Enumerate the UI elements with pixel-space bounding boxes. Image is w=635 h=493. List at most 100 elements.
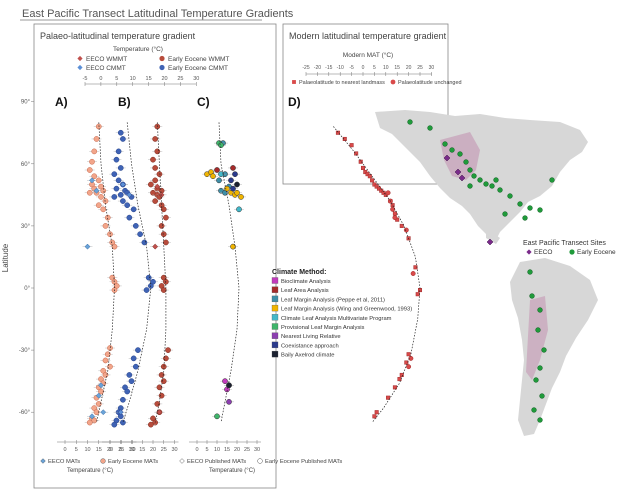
site-early-eocene — [407, 119, 413, 125]
data-point — [117, 409, 124, 416]
gradient-fit-line — [218, 122, 240, 423]
modern-scale-tick-label: -5 — [349, 65, 354, 71]
data-point — [120, 198, 126, 204]
latitude-tick-label: 30° — [21, 224, 31, 230]
data-point — [115, 148, 122, 155]
bottom-legend-marker — [179, 458, 185, 464]
top-scale-tick-label: 10 — [130, 76, 136, 82]
data-point — [100, 409, 107, 416]
x-axis-tick-label: 30 — [129, 447, 135, 453]
climate-method-swatch — [271, 341, 279, 349]
data-point — [93, 136, 100, 142]
data-point — [160, 378, 167, 384]
data-point — [95, 202, 102, 209]
x-axis-tick-label: 10 — [84, 447, 90, 453]
x-axis-tick-label: 5 — [205, 447, 208, 453]
data-point — [160, 206, 167, 213]
left-legend-label: Early Eocene CMMT — [168, 65, 228, 72]
panel-label: A) — [55, 95, 68, 109]
map-americas — [375, 110, 598, 436]
x-axis-tick-label: 5 — [119, 447, 122, 453]
left-legend-marker — [77, 55, 83, 62]
modern-data-point — [354, 151, 359, 156]
data-point — [158, 392, 165, 399]
data-point — [117, 165, 124, 171]
climate-method-swatch — [271, 350, 279, 358]
modern-scale-tick-label: 5 — [373, 65, 376, 71]
left-legend-marker — [159, 55, 165, 62]
site-early-eocene — [497, 187, 503, 193]
modern-data-point — [403, 227, 409, 233]
modern-data-point — [404, 360, 409, 365]
data-point — [158, 372, 165, 378]
site-early-eocene — [531, 407, 537, 413]
data-point — [238, 194, 244, 200]
panel-label: B) — [118, 95, 131, 109]
south-america-highlands — [526, 296, 548, 380]
modern-data-point — [365, 172, 370, 177]
data-point — [158, 191, 165, 198]
data-point — [160, 287, 167, 293]
modern-data-point — [399, 372, 404, 377]
climate-method-swatch — [271, 314, 279, 321]
bottom-legend-label: EECO Published MATs — [187, 459, 246, 465]
site-early-eocene — [537, 207, 543, 213]
climate-method-swatch — [271, 332, 279, 339]
modern-data-point — [385, 190, 391, 196]
x-axis-tick-label: 5 — [75, 447, 78, 453]
site-early-eocene — [467, 183, 473, 189]
site-early-eocene — [449, 147, 455, 153]
data-point — [222, 378, 228, 384]
modern-data-point — [381, 190, 386, 195]
data-point — [124, 202, 131, 209]
climate-method-swatch — [271, 295, 279, 303]
x-axis-tick-label: 25 — [161, 447, 167, 453]
data-point — [119, 181, 126, 188]
left-legend-marker — [159, 64, 165, 71]
data-point — [89, 177, 95, 184]
x-axis-tick-label: 20 — [150, 447, 156, 453]
x-axis-tick-label: 20 — [234, 447, 240, 453]
site-eeco — [454, 168, 462, 176]
site-early-eocene — [442, 141, 448, 147]
data-point — [132, 223, 139, 229]
x-axis-tick-label: 10 — [128, 447, 134, 453]
data-point — [150, 156, 156, 163]
climate-method-label: Leaf Margin Analysis (Peppe et al, 2011) — [281, 297, 385, 303]
modern-temperature-scale: -25 -20 -15 -10 -5 0 5 10 15 20 25 30 — [302, 65, 434, 76]
data-point — [89, 158, 95, 165]
climate-method-label: Provisional Leaf Margin Analysis — [281, 325, 365, 331]
modern-data-point — [410, 271, 416, 276]
modern-data-point — [397, 377, 402, 382]
data-point — [120, 136, 126, 142]
right-legend-label: Palaeolatitude unchanged — [398, 80, 462, 86]
x-axis-tick-label: 15 — [139, 447, 145, 453]
sites-legend-label: EECO — [534, 249, 552, 256]
data-point — [117, 192, 124, 198]
modern-data-point — [376, 186, 381, 191]
data-point — [152, 136, 158, 142]
data-point — [160, 231, 167, 238]
climate-method-label: Coexistance approach — [281, 343, 339, 349]
data-point — [216, 177, 222, 184]
modern-scale-tick-label: 25 — [417, 65, 423, 71]
top-scale-tick-label: 25 — [177, 76, 183, 82]
left-legend-title: Temperature (°C) — [113, 45, 163, 53]
modern-scale-tick-label: 10 — [383, 65, 389, 71]
x-axis-label-c: Temperature (°C) — [209, 468, 255, 474]
data-point — [152, 177, 158, 184]
modern-data-point — [406, 364, 412, 370]
data-point — [104, 214, 111, 221]
data-point — [89, 413, 95, 420]
climate-method-label: Climate Leaf Analysis Multivariate Progr… — [281, 316, 392, 322]
site-early-eocene — [471, 173, 477, 179]
data-point — [102, 357, 109, 364]
modern-data-point — [335, 130, 340, 135]
modern-data-point — [372, 414, 377, 419]
modern-data-point — [392, 385, 397, 390]
data-point — [102, 223, 109, 229]
data-point — [130, 355, 137, 362]
data-point — [156, 384, 163, 391]
modern-scale-tick-label: -25 — [302, 65, 309, 71]
